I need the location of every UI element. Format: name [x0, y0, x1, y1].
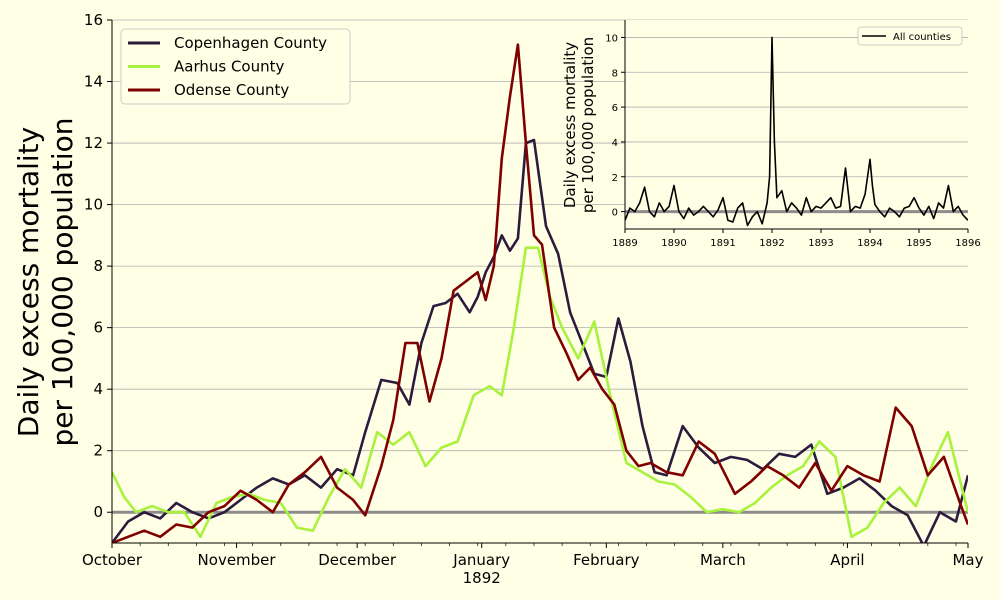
main-x-tick-label: November [198, 551, 277, 569]
main-x-tick-label-line: February [573, 551, 640, 569]
main-legend-box [120, 28, 351, 105]
inset-y-tick-label: 8 [612, 68, 618, 79]
inset-y-tick-label: 6 [612, 103, 618, 114]
main-x-tick-label-line: March [700, 551, 746, 569]
legend-label: Copenhagen County [174, 34, 327, 52]
inset-y-axis-label-line: Daily excess mortality [561, 42, 579, 208]
main-x-tick-label: January 1892 [452, 551, 510, 587]
main-y-tick-label: 10 [84, 196, 103, 214]
inset-series-line-all-counties [625, 36, 968, 227]
main-y-tick-label: 16 [84, 11, 103, 29]
inset-legend: All counties [857, 26, 963, 46]
main-y-tick-label: 2 [93, 442, 103, 460]
inset-x-tick-label: 1894 [857, 238, 882, 249]
main-y-tick-label: 4 [93, 380, 103, 398]
main-x-tick-label: October [82, 551, 143, 569]
main-x-tick-label: May [952, 551, 983, 569]
legend-label: Aarhus County [174, 58, 284, 76]
inset-y-tick-label: 2 [612, 173, 618, 184]
inset-y-tick-label: 10 [605, 33, 618, 44]
main-chart: 0 2 4 6 8 10 12 14 16 October November December Janu… [12, 11, 984, 587]
inset-y-tick-label: 4 [612, 138, 618, 149]
main-y-tick-label: 6 [93, 319, 103, 337]
main-x-tick-label-line: May [952, 551, 983, 569]
series-line-odense-county [112, 43, 968, 543]
inset-y-axis-label: Daily excess mortalityper 100,000 popula… [561, 37, 597, 213]
main-y-tick-label: 14 [84, 73, 103, 91]
inset-x-tick-label: 1896 [955, 238, 980, 249]
main-y-tick-label: 0 [93, 503, 103, 521]
inset-x-tick-label: 1895 [906, 238, 931, 249]
main-y-axis-label-line: per 100,000 population [46, 117, 79, 446]
main-y-tick-label: 12 [84, 134, 103, 152]
main-x-tick-label-line: January [452, 551, 510, 569]
main-x-tick-label-line: November [198, 551, 277, 569]
main-y-axis-label-line: Daily excess mortality [12, 127, 45, 437]
main-y-axis-label: Daily excess mortalityper 100,000 popula… [12, 117, 79, 446]
inset-y-axis-label-line: per 100,000 population [579, 37, 597, 213]
main-x-tick-label: December [318, 551, 397, 569]
inset-plot-area [625, 20, 968, 229]
inset-x-tick-label: 1889 [612, 238, 637, 249]
inset-chart: 0 2 4 6 8 10 1889 1890 1891 1892 1893 1894 1895 1896 D… [561, 20, 981, 249]
inset-x-tick-label: 1893 [808, 238, 833, 249]
legend-label: Odense County [174, 81, 289, 99]
main-x-tick-label-line: October [82, 551, 143, 569]
main-y-tick-label: 8 [93, 257, 103, 275]
main-x-tick-label: February [573, 551, 640, 569]
inset-x-tick-label: 1891 [710, 238, 735, 249]
inset-legend-box [857, 26, 963, 46]
main-x-tick-label: April [830, 551, 864, 569]
main-x-tick-label-line: 1892 [463, 569, 501, 587]
main-legend: Copenhagen County Aarhus County Odense Cou… [120, 28, 351, 105]
inset-x-tick-label: 1890 [661, 238, 686, 249]
main-x-tick-label: March [700, 551, 746, 569]
main-x-tick-label-line: December [318, 551, 397, 569]
inset-legend-label: All counties [893, 32, 951, 43]
series-line-aarhus-county [112, 246, 968, 539]
inset-y-tick-label: 0 [612, 208, 618, 219]
main-x-tick-label-line: April [830, 551, 864, 569]
inset-x-tick-label: 1892 [759, 238, 784, 249]
